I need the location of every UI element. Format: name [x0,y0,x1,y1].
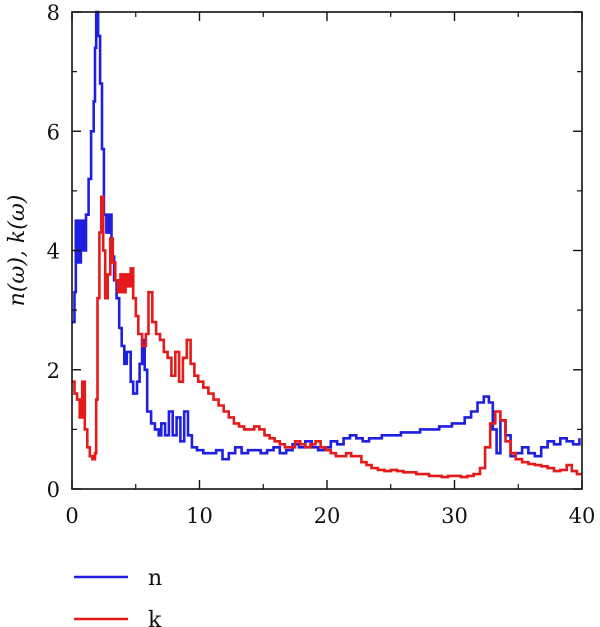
x-tick-label: 20 [314,504,341,528]
x-tick-label: 40 [569,504,596,528]
legend-label-n: n [148,566,162,591]
plot-series [72,10,582,479]
series-line-n [72,10,581,461]
x-tick-label: 10 [186,504,213,528]
x-tick-label: 0 [65,504,78,528]
y-tick-label: 6 [47,120,60,144]
axis-ticks [71,11,583,490]
y-tick-label: 8 [47,1,60,25]
y-axis-title: n(ω), k(ω) [5,195,30,307]
series-line-k [72,195,582,479]
y-tick-label: 2 [47,359,60,383]
plot-frame [71,11,583,490]
y-tick-label: 0 [47,478,60,502]
legend-label-k: k [148,608,162,627]
legend: nk [74,566,162,627]
tick-labels: 0 10 20 30 40 0 2 4 6 8 [47,1,596,528]
y-tick-label: 4 [47,240,60,264]
x-tick-label: 30 [441,504,468,528]
